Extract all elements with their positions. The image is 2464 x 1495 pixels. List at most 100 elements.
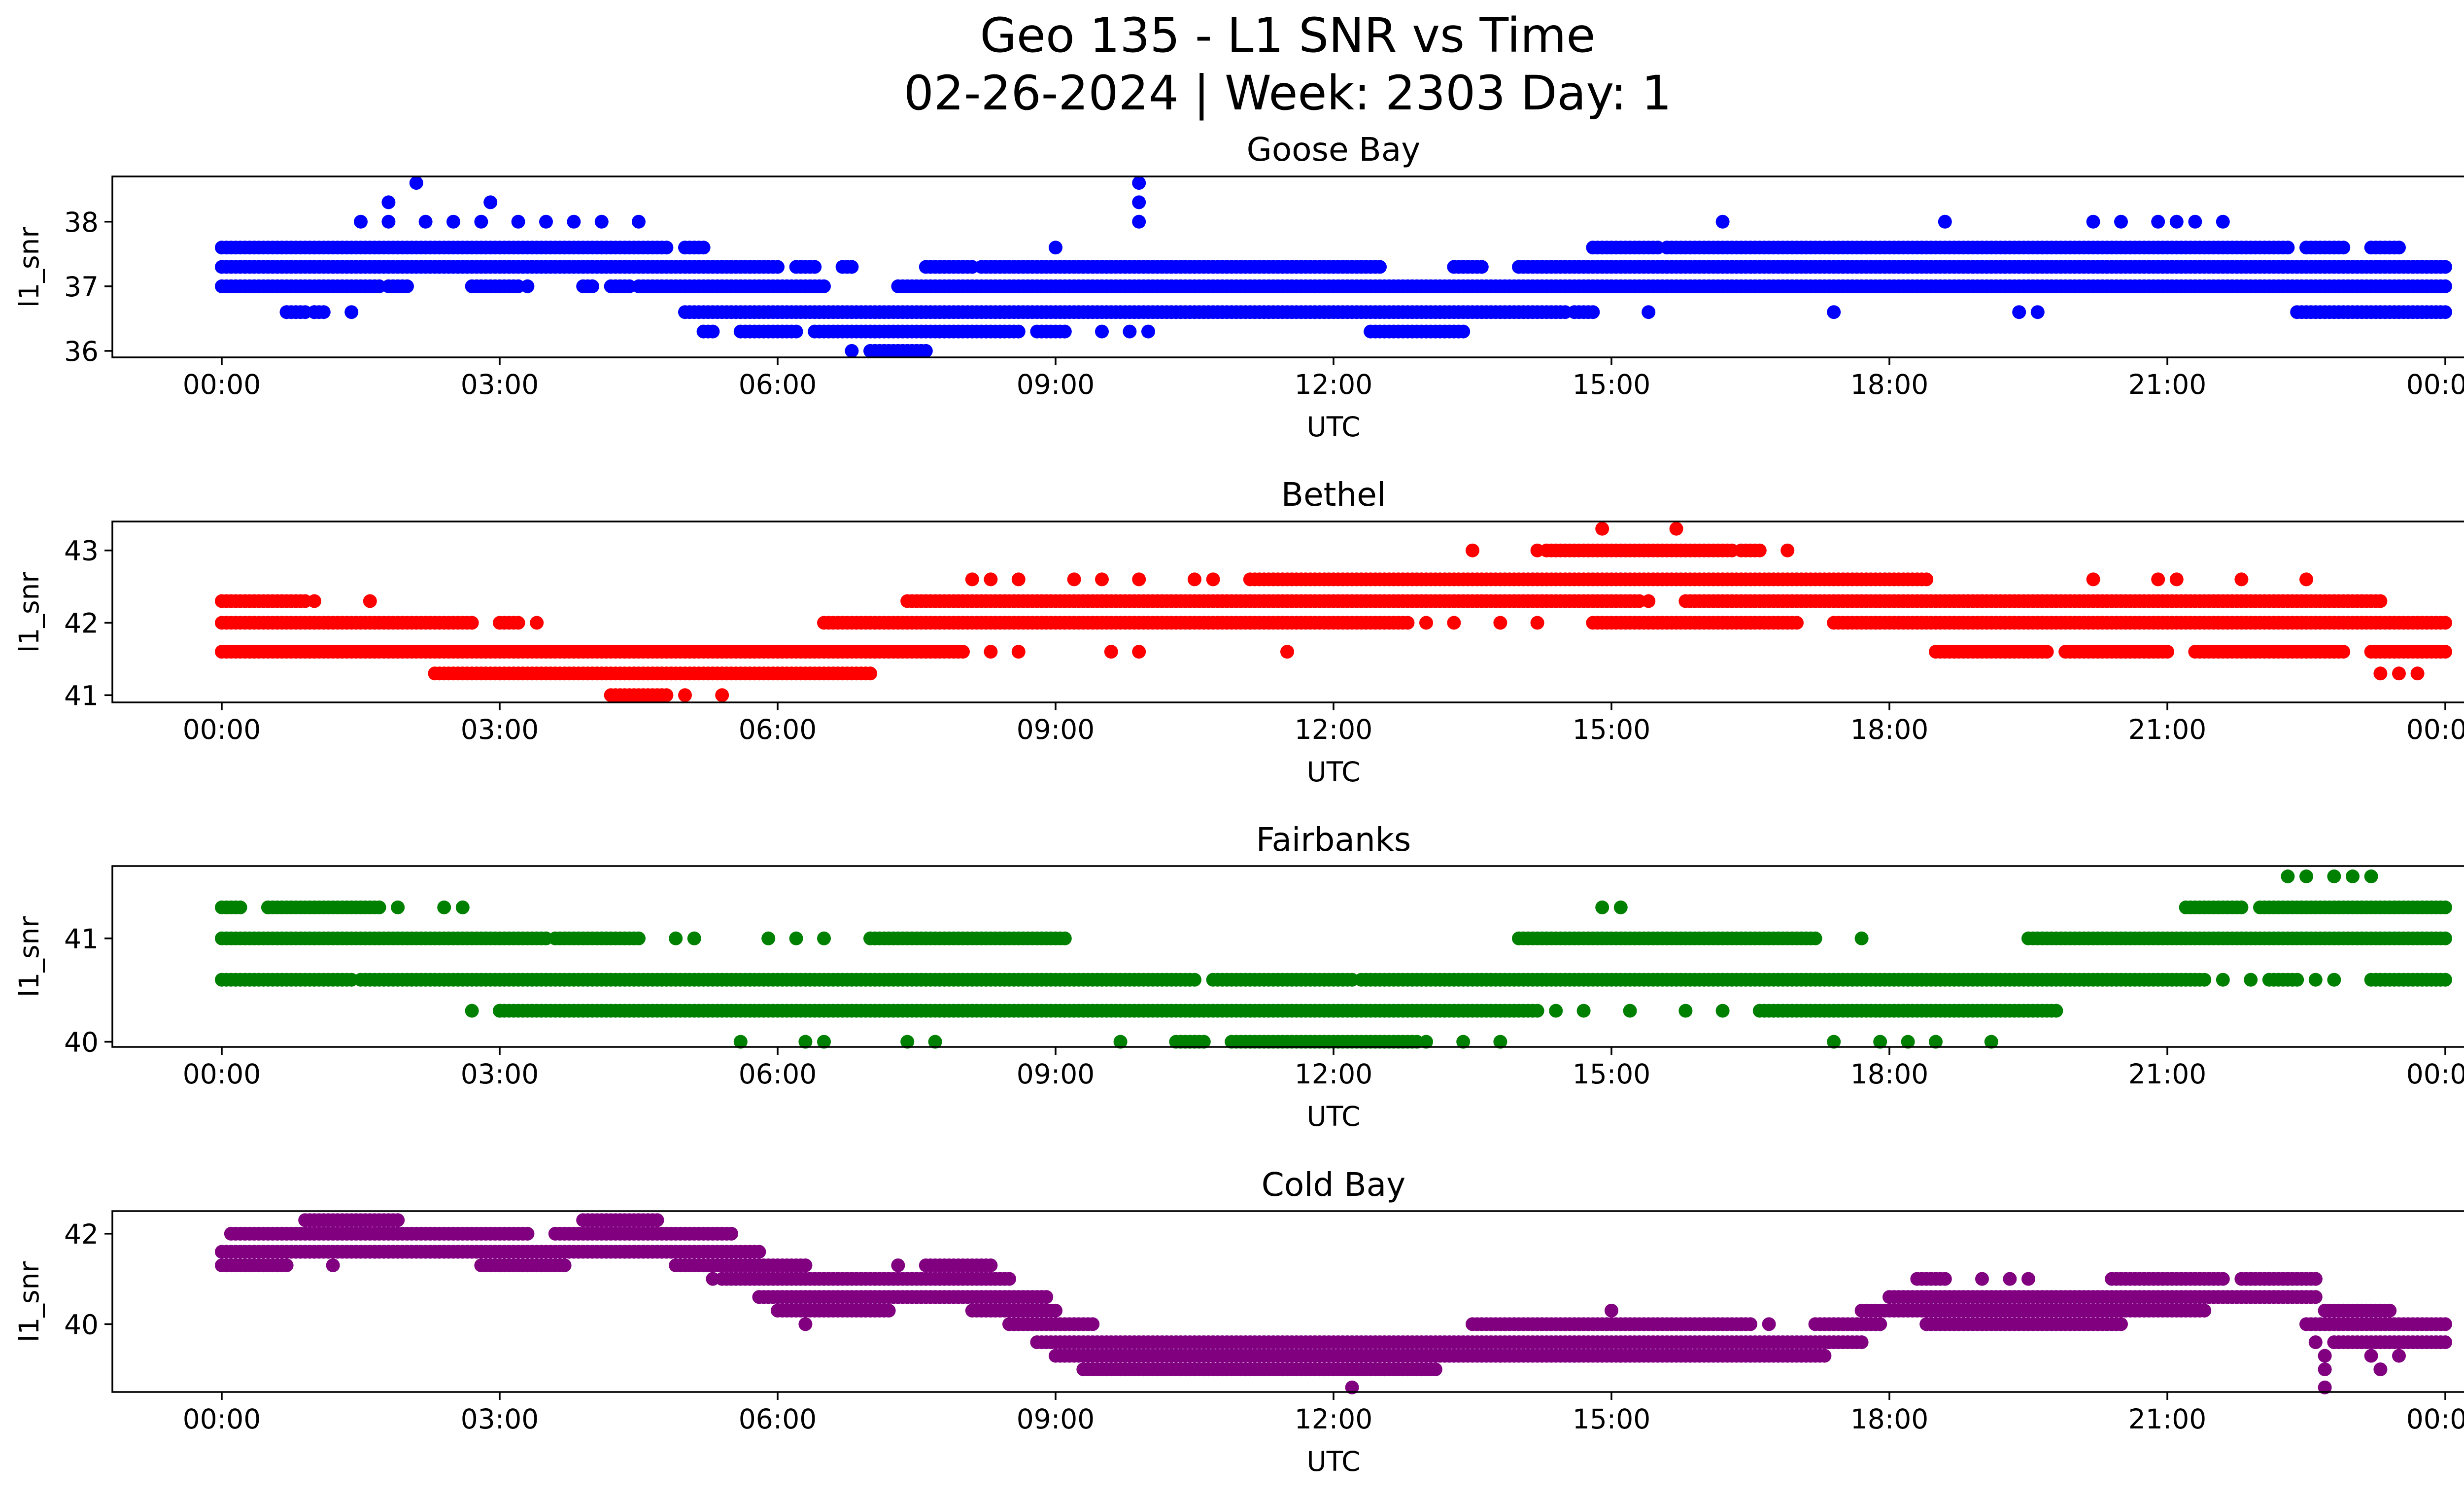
data-point <box>2234 900 2249 914</box>
data-point <box>2392 666 2406 681</box>
data-point <box>493 1004 507 1018</box>
data-point <box>1188 572 1201 587</box>
data-point <box>511 214 525 229</box>
data-point <box>1447 616 1461 630</box>
data-point <box>1039 1290 1054 1304</box>
data-point <box>1002 1272 1016 1286</box>
data-point <box>2197 973 2212 987</box>
data-point <box>372 900 386 914</box>
data-point <box>789 931 803 945</box>
data-point <box>400 279 414 293</box>
y-tick-label: 43 <box>64 535 99 567</box>
data-point <box>2244 973 2258 987</box>
data-point <box>2216 1272 2230 1286</box>
data-point <box>1808 931 1822 945</box>
data-point <box>687 931 701 945</box>
data-point <box>1188 973 1201 987</box>
data-point <box>2364 869 2378 883</box>
subplot-title: Goose Bay <box>1247 131 1421 169</box>
data-point <box>2234 572 2249 587</box>
data-point <box>1669 522 1683 536</box>
y-axis-ticks: 41 42 43 <box>64 535 112 711</box>
data-point <box>1530 1004 1544 1018</box>
data-point <box>1493 616 1507 630</box>
x-tick-label: 12:00 <box>1295 369 1373 400</box>
data-point <box>2197 1303 2212 1318</box>
data-point <box>2216 973 2230 987</box>
data-point <box>418 214 433 229</box>
data-point <box>354 214 368 229</box>
y-tick-label: 42 <box>64 608 99 639</box>
x-tick-label: 12:00 <box>1295 1058 1373 1090</box>
data-point <box>817 931 831 945</box>
x-tick-label: 12:00 <box>1295 714 1373 745</box>
data-point <box>530 616 544 630</box>
data-point <box>1919 572 1934 587</box>
data-point <box>789 324 803 339</box>
data-point <box>1780 543 1795 557</box>
data-point <box>2114 1317 2128 1331</box>
data-point <box>1549 1004 1563 1018</box>
y-axis-label: l1_snr <box>13 572 45 653</box>
data-point <box>1938 214 1952 229</box>
data-point <box>1132 214 1146 229</box>
y-tick-label: 40 <box>64 1027 99 1058</box>
data-point <box>1474 260 1489 274</box>
data-point <box>1123 324 1137 339</box>
data-point <box>1595 522 1609 536</box>
data-point <box>1623 1004 1637 1018</box>
data-point <box>2216 214 2230 229</box>
data-point <box>798 1258 813 1273</box>
x-axis-label: UTC <box>1306 411 1360 443</box>
data-point <box>1132 572 1146 587</box>
scatter-points <box>215 522 2452 702</box>
data-point <box>761 931 776 945</box>
data-point <box>2030 305 2045 319</box>
x-axis-label: UTC <box>1306 756 1360 788</box>
data-point <box>437 900 451 914</box>
data-point <box>344 305 359 319</box>
data-point <box>984 645 998 659</box>
plot-frame <box>111 865 2464 1048</box>
data-point <box>724 1226 738 1241</box>
data-point <box>2086 214 2100 229</box>
data-point <box>650 1213 664 1227</box>
subplot-title: Cold Bay <box>1262 1166 1405 1204</box>
data-point <box>2383 1303 2397 1318</box>
data-point <box>308 594 321 608</box>
x-tick-label: 03:00 <box>461 369 539 400</box>
x-tick-label: 21:00 <box>2128 369 2207 400</box>
y-tick-label: 41 <box>64 680 99 711</box>
data-point <box>1642 594 1656 608</box>
data-point <box>984 572 998 587</box>
data-point <box>1642 305 1656 319</box>
data-point <box>2438 616 2452 630</box>
y-axis-label: l1_snr <box>13 916 45 997</box>
data-point <box>2392 241 2406 255</box>
x-tick-label: 00:00 <box>183 714 261 745</box>
x-tick-label: 15:00 <box>1573 1058 1651 1090</box>
data-point <box>2327 973 2341 987</box>
data-point <box>1586 305 1600 319</box>
x-tick-label: 18:00 <box>1850 1058 1929 1090</box>
data-point <box>752 1245 766 1259</box>
data-point <box>1938 1272 1952 1286</box>
data-point <box>845 344 859 358</box>
x-tick-label: 00:00 <box>2406 714 2464 745</box>
data-point <box>2086 572 2100 587</box>
data-point <box>1086 1317 1100 1331</box>
data-point <box>1419 616 1433 630</box>
data-point <box>669 931 683 945</box>
data-point <box>1011 324 1026 339</box>
data-point <box>1058 324 1072 339</box>
scatter-points <box>215 176 2452 358</box>
scatter-points <box>215 1213 2452 1394</box>
data-point <box>391 1213 405 1227</box>
data-point <box>2438 973 2452 987</box>
data-point <box>2438 900 2452 914</box>
data-point <box>2438 305 2452 319</box>
x-tick-label: 21:00 <box>2128 1058 2207 1090</box>
x-tick-label: 18:00 <box>1850 714 1929 745</box>
data-point <box>2346 869 2360 883</box>
